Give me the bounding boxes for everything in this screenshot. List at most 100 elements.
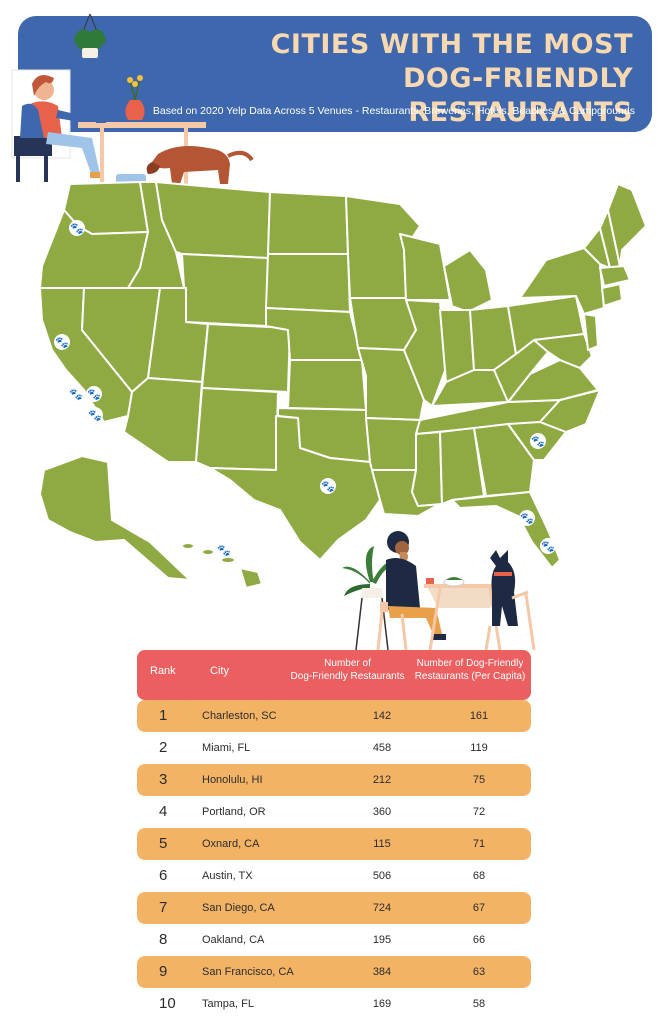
city-cell: San Diego, CA — [202, 902, 275, 914]
state-north-carolina — [539, 389, 601, 433]
state-massachusetts — [599, 265, 631, 287]
city-cell: Miami, FL — [202, 742, 251, 754]
table-row: 2 Miami, FL 458 119 — [137, 732, 531, 764]
hawaii-island-big — [239, 567, 263, 589]
rank-cell: 10 — [159, 995, 176, 1012]
paw-marker-austin — [320, 478, 336, 494]
paw-marker-charleston — [530, 433, 546, 449]
paw-print-icon: 🐾 — [541, 540, 555, 553]
header-cap — [137, 690, 531, 700]
table-row: 6 Austin, TX 506 68 — [137, 860, 531, 892]
paw-marker-san-francisco — [68, 386, 84, 402]
header-num-line-1: Number of — [324, 658, 371, 669]
per-capita-cell: 67 — [472, 902, 486, 914]
rank-cell: 7 — [159, 899, 168, 916]
restaurants-cell: 169 — [372, 998, 392, 1010]
paw-marker-oakland — [54, 334, 70, 350]
hawaii-island-2 — [201, 548, 215, 556]
city-cell: Tampa, FL — [202, 998, 254, 1010]
city-cell: Portland, OR — [202, 806, 266, 818]
paw-print-icon: 🐾 — [69, 388, 83, 401]
rank-cell: 1 — [159, 707, 168, 724]
restaurants-cell: 724 — [372, 902, 392, 914]
city-cell: Charleston, SC — [202, 710, 277, 722]
us-map: 🐾 🐾 🐾 🐾 🐾 🐾 🐾 🐾 🐾 🐾 — [39, 181, 647, 589]
per-capita-cell: 75 — [472, 774, 486, 786]
table-body: 1 Charleston, SC 142 161 2 Miami, FL 458 119 3 Ho… — [137, 700, 531, 1020]
state-maryland — [533, 333, 593, 369]
state-alaska — [39, 455, 191, 581]
paw-print-icon: 🐾 — [217, 544, 231, 557]
state-texas — [209, 415, 381, 561]
city-cell: Austin, TX — [202, 870, 253, 882]
rank-cell: 4 — [159, 803, 168, 820]
per-capita-cell: 119 — [470, 742, 488, 754]
state-new-mexico — [195, 387, 279, 471]
per-capita-cell: 161 — [469, 710, 489, 722]
restaurants-cell: 115 — [373, 838, 391, 850]
paw-print-icon: 🐾 — [88, 409, 102, 422]
table-row: 9 San Francisco, CA 384 63 — [137, 956, 531, 988]
city-cell: San Francisco, CA — [202, 966, 294, 978]
paw-print-icon: 🐾 — [70, 222, 84, 235]
per-capita-cell: 71 — [472, 838, 486, 850]
paw-print-icon: 🐾 — [531, 435, 545, 448]
paw-print-icon: 🐾 — [55, 336, 69, 349]
per-capita-cell: 66 — [472, 934, 486, 946]
per-capita-cell: 72 — [472, 806, 486, 818]
restaurants-cell: 195 — [372, 934, 392, 946]
table-row: 3 Honolulu, HI 212 75 — [137, 764, 531, 796]
page-subtitle: Based on 2020 Yelp Data Across 5 Venues … — [152, 105, 635, 117]
state-colorado — [201, 323, 291, 393]
per-capita-cell: 63 — [472, 966, 486, 978]
rank-cell: 8 — [159, 931, 168, 948]
state-georgia — [473, 423, 535, 497]
city-cell: Oxnard, CA — [202, 838, 260, 850]
rankings-table: Rank City Number of Dog-Friendly Restaur… — [137, 650, 531, 1020]
title-line-2: Dog-Friendly Restaurants — [402, 63, 633, 128]
rank-cell: 6 — [159, 867, 168, 884]
man-with-dog-illustration — [342, 531, 536, 651]
state-arkansas — [365, 417, 421, 471]
table-row: 10 Tampa, FL 169 58 — [137, 988, 531, 1020]
paw-marker-tampa — [519, 510, 535, 526]
table-row: 7 San Diego, CA 724 67 — [137, 892, 531, 924]
paw-marker-san-diego — [87, 407, 103, 423]
hawaii-island-3 — [220, 556, 236, 564]
paw-marker-portland — [69, 220, 85, 236]
per-capita-cell: 68 — [472, 870, 486, 882]
state-new-york — [519, 247, 605, 315]
table-header: Rank City Number of Dog-Friendly Restaur… — [137, 650, 531, 692]
paw-print-icon: 🐾 — [520, 512, 534, 525]
header-city: City — [210, 665, 229, 677]
rank-cell: 3 — [159, 771, 168, 788]
restaurants-cell: 458 — [372, 742, 392, 754]
state-kansas — [287, 359, 367, 411]
title-line-1: Cities with the most — [270, 29, 633, 60]
city-cell: Oakland, CA — [202, 934, 265, 946]
header-banner — [18, 16, 652, 132]
paw-marker-honolulu — [216, 542, 232, 558]
state-north-dakota — [267, 191, 349, 255]
state-mississippi — [411, 431, 443, 507]
header-num-line-2: Dog-Friendly Restaurants — [290, 671, 405, 682]
table-row: 5 Oxnard, CA 115 71 — [137, 828, 531, 860]
state-new-jersey — [583, 313, 599, 351]
restaurants-cell: 506 — [372, 870, 392, 882]
state-michigan — [443, 249, 493, 313]
table-row: 1 Charleston, SC 142 161 — [137, 700, 531, 732]
header-pc-line-2: Restaurants (Per Capita) — [414, 671, 526, 682]
paw-marker-miami — [540, 538, 556, 554]
paw-marker-oxnard — [86, 386, 102, 402]
paw-print-icon: 🐾 — [87, 388, 101, 401]
restaurants-cell: 212 — [372, 774, 392, 786]
table-row: 8 Oakland, CA 195 66 — [137, 924, 531, 956]
per-capita-cell: 58 — [472, 998, 486, 1010]
hawaii-island-1 — [181, 542, 195, 550]
header-pc-line-1: Number of Dog-Friendly — [416, 658, 524, 669]
state-florida — [451, 491, 561, 569]
state-arizona — [123, 377, 203, 463]
rank-cell: 9 — [159, 963, 168, 980]
paw-print-icon: 🐾 — [321, 480, 335, 493]
city-cell: Honolulu, HI — [202, 774, 263, 786]
